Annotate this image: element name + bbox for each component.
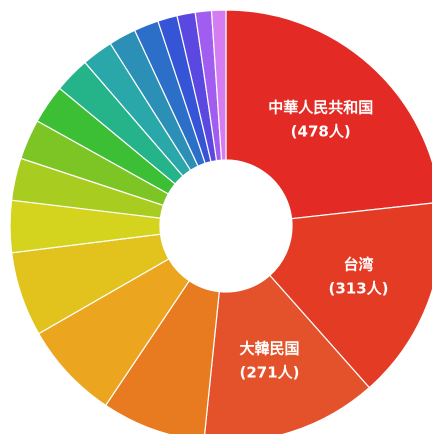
slice-label: 大韓民国 (240, 340, 300, 358)
value-label: (478人) (291, 123, 351, 141)
value-label: (313人) (329, 279, 389, 297)
slice (268, 202, 432, 389)
slice (210, 9, 227, 161)
value-label: (271人) (240, 364, 300, 382)
slice-label: 台湾 (344, 255, 374, 273)
slice-label: 中華人民共和国 (268, 99, 373, 117)
slice (204, 274, 371, 434)
